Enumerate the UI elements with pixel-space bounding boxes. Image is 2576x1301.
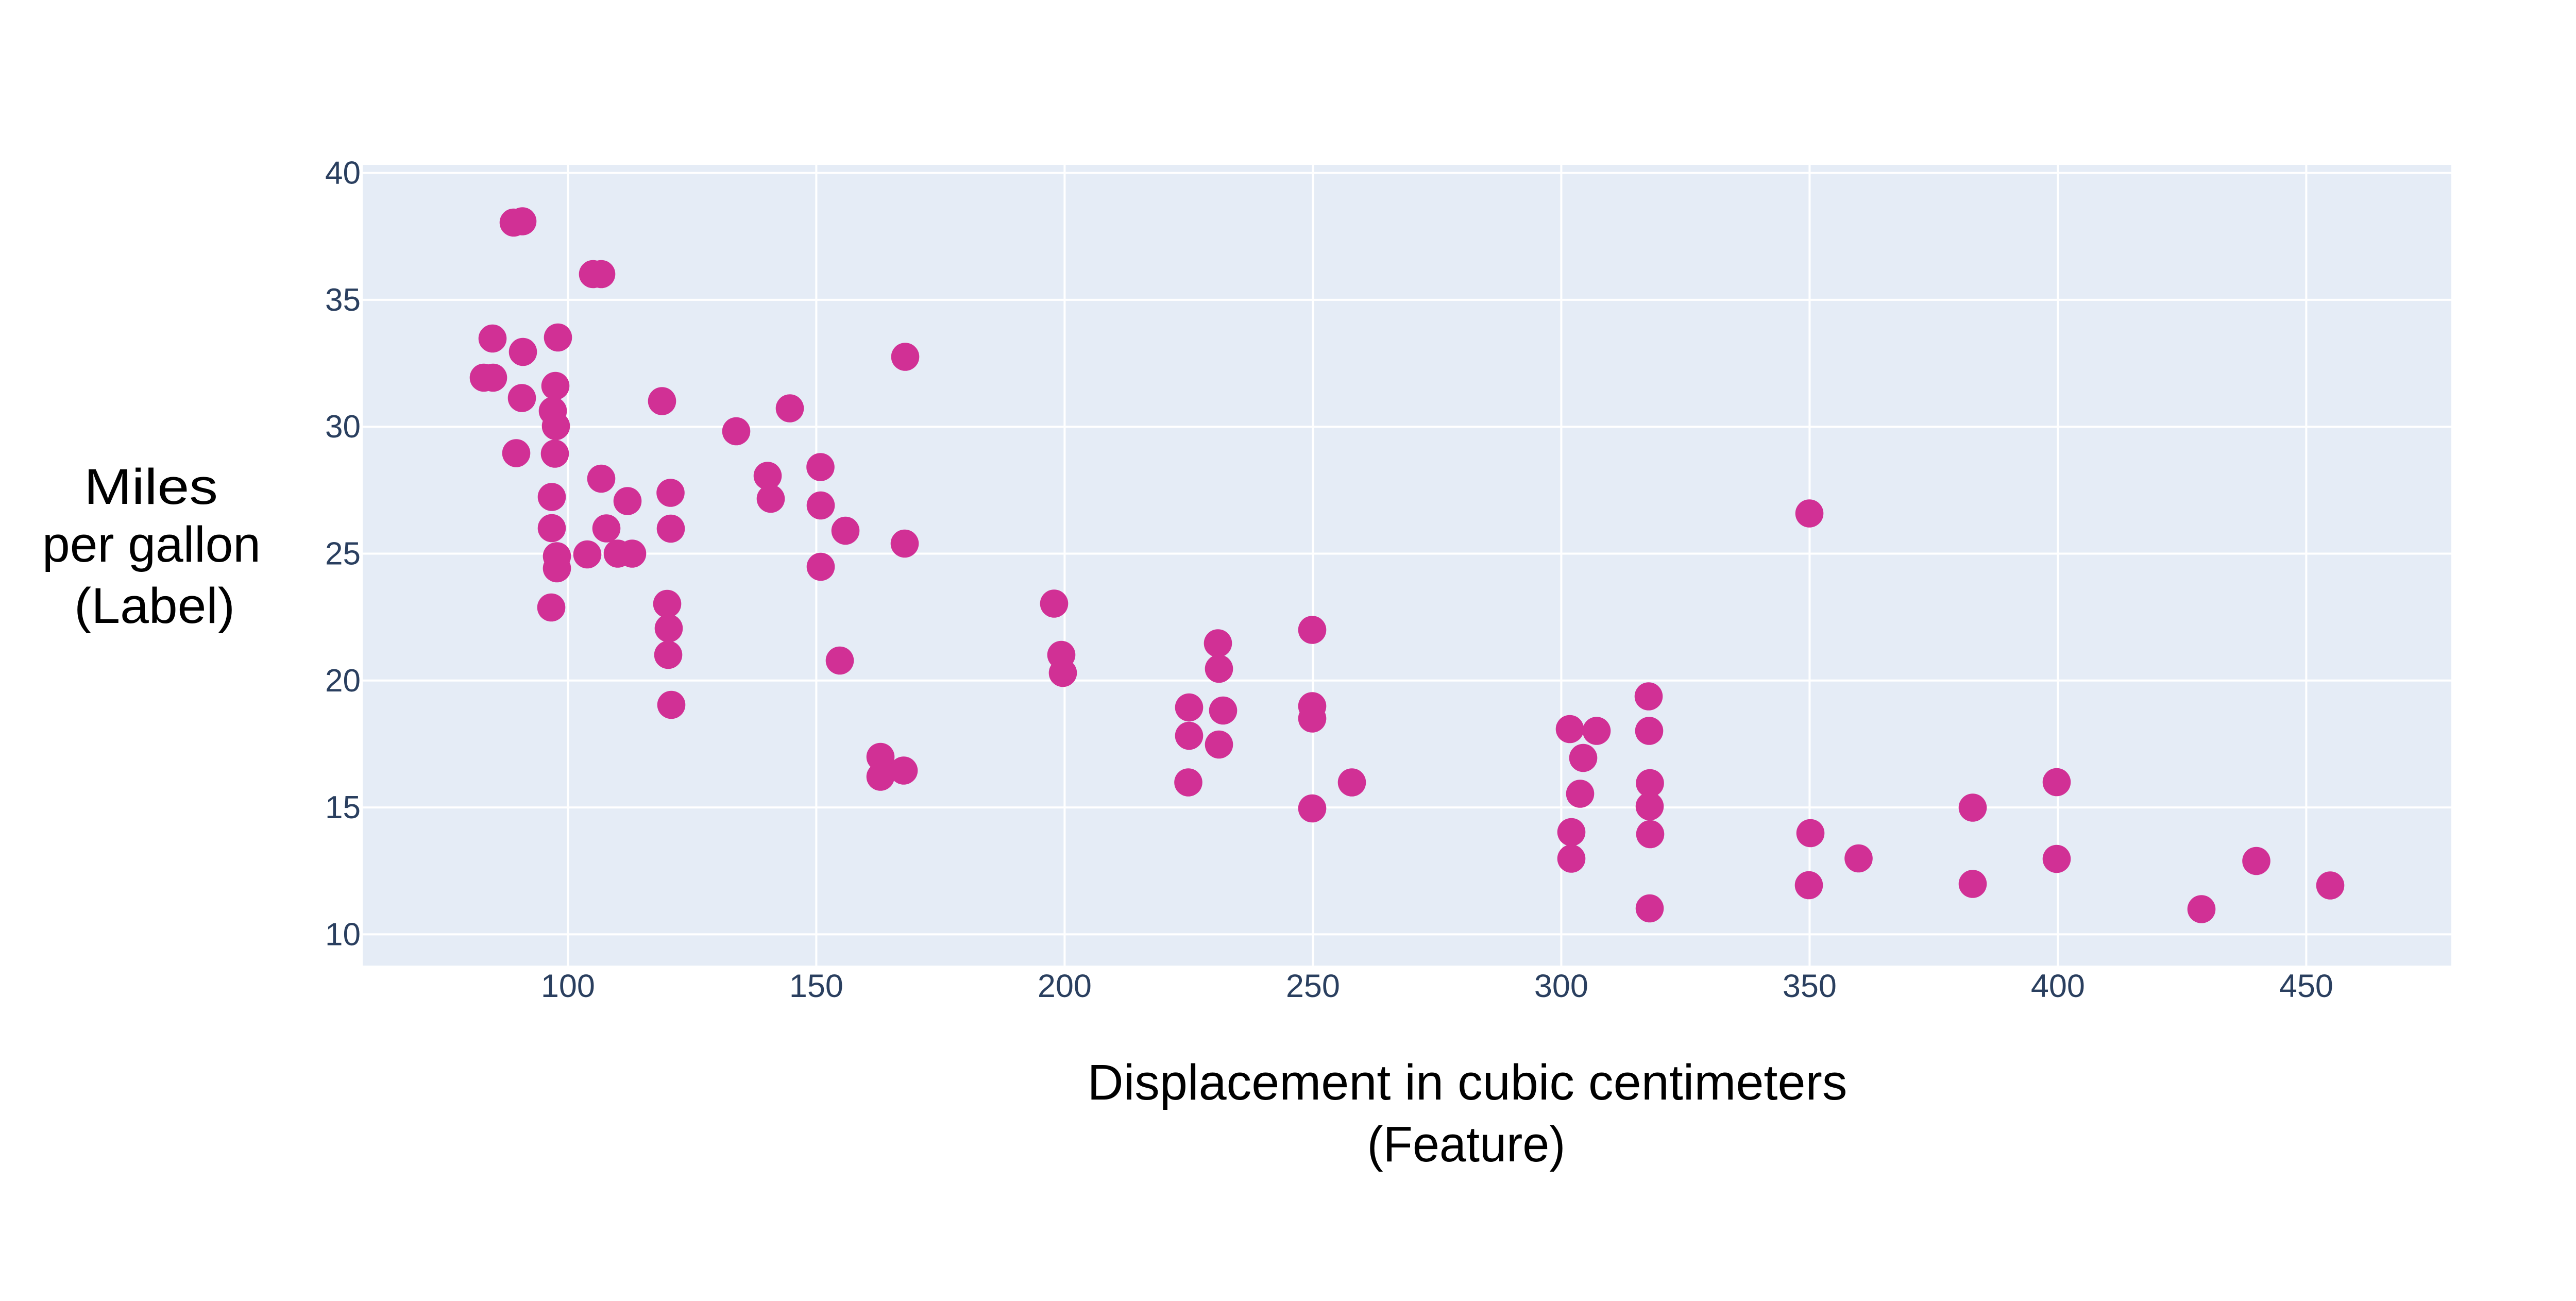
svg-text:(Feature): (Feature) (1367, 1116, 1566, 1172)
svg-text:450: 450 (2279, 968, 2333, 1004)
svg-text:(Label): (Label) (74, 578, 235, 634)
svg-text:35: 35 (325, 282, 361, 318)
svg-text:100: 100 (541, 968, 595, 1004)
svg-text:200: 200 (1038, 968, 1092, 1004)
svg-text:40: 40 (325, 156, 361, 191)
svg-text:10: 10 (325, 917, 361, 952)
svg-text:400: 400 (2031, 968, 2085, 1004)
svg-text:150: 150 (789, 968, 843, 1004)
svg-text:350: 350 (1783, 968, 1837, 1004)
svg-text:300: 300 (1534, 968, 1588, 1004)
svg-text:30: 30 (325, 409, 361, 445)
svg-text:Displacement in cubic centimet: Displacement in cubic centimeters (1088, 1054, 1848, 1110)
svg-text:Miles: Miles (84, 459, 218, 515)
svg-text:25: 25 (325, 536, 361, 572)
svg-text:250: 250 (1286, 968, 1340, 1004)
svg-text:20: 20 (325, 663, 361, 699)
svg-text:15: 15 (325, 790, 361, 825)
svg-text:per gallon: per gallon (42, 516, 261, 572)
